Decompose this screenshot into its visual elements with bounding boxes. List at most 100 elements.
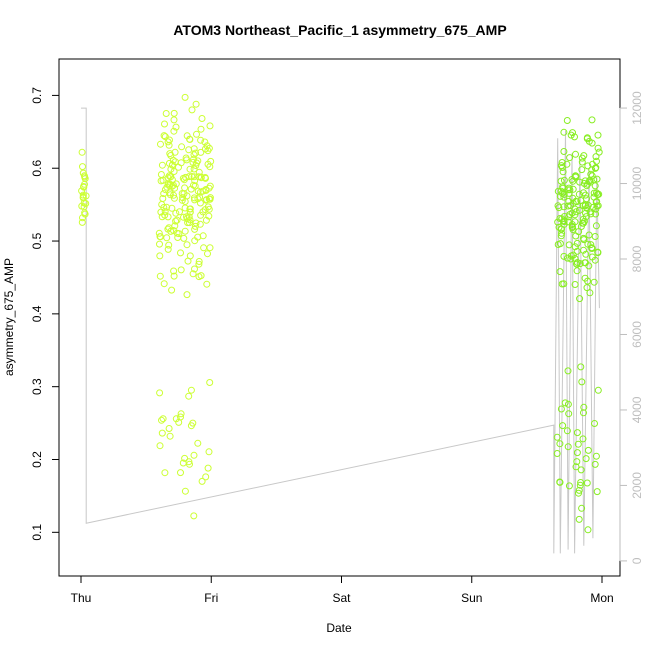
data-point (189, 419, 197, 427)
data-point (179, 459, 187, 467)
data-point (594, 144, 602, 152)
data-point (564, 254, 571, 262)
data-point (206, 244, 214, 252)
data-point (563, 117, 571, 124)
data-point (557, 232, 565, 240)
y-axis-label: asymmetry_675_AMP (2, 258, 16, 376)
data-point (203, 280, 211, 288)
data-point (194, 157, 202, 165)
data-point (181, 204, 189, 212)
data-point (168, 286, 176, 294)
data-point (593, 157, 600, 165)
data-point (588, 245, 596, 252)
data-point (177, 249, 184, 257)
y-axis-left: 0.1 0.2 0.3 0.4 0.5 0.6 0.7 (30, 87, 60, 541)
data-point (560, 193, 568, 201)
data-point (183, 132, 191, 140)
data-point (158, 416, 165, 424)
data-point (190, 151, 198, 159)
data-point (183, 215, 191, 223)
data-point (553, 450, 561, 457)
data-point (167, 227, 175, 235)
y2-tick-label: 4000 (630, 396, 644, 423)
data-point (197, 272, 205, 280)
data-point (575, 486, 583, 494)
data-point (560, 252, 568, 260)
data-point (585, 231, 593, 239)
x-tick-label: Sat (332, 591, 351, 605)
data-point (166, 150, 174, 158)
data-point (185, 146, 193, 154)
y-tick-label: 0.6 (30, 160, 44, 177)
data-point (157, 140, 164, 148)
data-point (560, 280, 568, 288)
data-point (571, 218, 579, 226)
data-point (593, 198, 601, 205)
data-point (171, 222, 179, 230)
data-point (567, 255, 575, 263)
data-point (190, 451, 198, 459)
data-point (575, 206, 583, 214)
data-point (580, 234, 587, 242)
data-point (575, 515, 583, 523)
x-axis-label: Date (326, 621, 352, 635)
data-point (155, 229, 163, 237)
data-point (565, 241, 573, 249)
data-point (182, 173, 190, 181)
data-point (202, 473, 210, 481)
data-point (592, 153, 600, 161)
data-point (187, 386, 195, 394)
data-point (560, 176, 568, 184)
data-point (157, 171, 165, 178)
data-point (160, 132, 168, 140)
data-point (588, 139, 596, 147)
data-point (583, 284, 591, 292)
y2-tick-label: 0 (630, 557, 644, 564)
data-point (165, 141, 173, 149)
data-point (202, 196, 210, 204)
data-point (170, 168, 178, 175)
data-point (78, 148, 86, 156)
data-point (197, 148, 205, 156)
data-point (558, 164, 566, 171)
data-point (206, 122, 214, 130)
data-point (178, 143, 186, 151)
y-tick-label: 0.4 (30, 305, 44, 322)
data-point (188, 106, 196, 114)
data-point (80, 183, 87, 190)
data-point (591, 182, 599, 190)
data-point (573, 458, 581, 466)
data-point (184, 257, 192, 265)
data-point (79, 191, 87, 199)
data-point (569, 194, 577, 202)
data-point (587, 210, 595, 218)
data-point (170, 127, 178, 135)
data-point (190, 194, 198, 202)
data-point (165, 425, 173, 432)
data-point (571, 281, 579, 288)
plot-frame (58, 58, 621, 577)
data-point (576, 295, 584, 303)
data-point (172, 415, 180, 423)
chart-title: ATOM3 Northeast_Pacific_1 asymmetry_675_… (173, 22, 506, 38)
data-point (191, 177, 199, 185)
data-point (190, 181, 197, 189)
data-point (161, 120, 168, 128)
data-point (158, 161, 166, 169)
data-point (565, 189, 573, 197)
data-point (565, 482, 573, 490)
data-point (164, 213, 172, 221)
data-point (181, 454, 189, 462)
data-point (195, 258, 203, 265)
data-point (170, 116, 178, 124)
data-point (186, 165, 194, 173)
data-point (175, 418, 183, 426)
points-layer (78, 93, 603, 534)
data-point (186, 205, 194, 213)
data-point (206, 182, 214, 190)
data-point (590, 278, 598, 286)
data-point (79, 194, 87, 202)
y2-tick-label: 2000 (630, 472, 644, 499)
data-point (557, 405, 565, 413)
data-point (592, 222, 600, 230)
